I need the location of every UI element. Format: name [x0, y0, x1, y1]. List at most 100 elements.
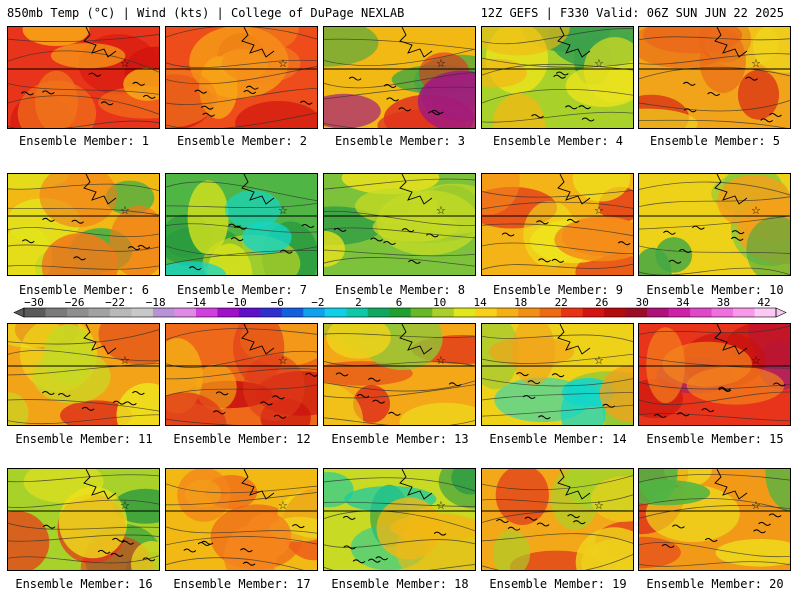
temperature-blob	[35, 70, 78, 128]
wind-barb-icon	[124, 401, 137, 406]
temperature-blob	[494, 377, 591, 423]
wind-barb-icon	[375, 556, 389, 561]
height-contour	[8, 522, 159, 530]
wind-barb-icon	[234, 225, 247, 230]
height-contour	[482, 223, 633, 237]
height-contour	[166, 59, 317, 69]
wind-barb-icon	[305, 372, 317, 377]
height-contour	[324, 210, 475, 226]
height-contour	[639, 215, 790, 230]
temperature-field: ☆	[639, 174, 790, 275]
height-contour	[324, 123, 359, 128]
wind-barb-icon	[367, 377, 381, 382]
wind-barb-icon	[663, 230, 676, 235]
wind-barb-icon	[661, 544, 675, 548]
colorbar-segment	[281, 308, 304, 317]
wind-barb-icon	[200, 540, 214, 545]
height-contour	[324, 501, 475, 507]
wind-barb-icon	[132, 81, 146, 86]
temperature-blob	[639, 108, 698, 128]
height-contour	[639, 542, 790, 558]
temperature-blob	[235, 101, 317, 128]
height-contour	[482, 404, 633, 417]
temperature-blob	[326, 324, 391, 359]
temperature-blob	[39, 174, 118, 228]
wind-barb-icon	[200, 105, 214, 110]
ensemble-member-label: Ensemble Member: 9	[492, 283, 624, 297]
wind-barb-icon	[427, 111, 441, 116]
height-contour	[482, 553, 633, 570]
wind-barb-icon	[653, 414, 667, 418]
station-marker-icon: ☆	[120, 57, 130, 70]
wind-barb-icon	[572, 520, 586, 525]
wind-barb-icon	[682, 81, 696, 86]
colorbar-segment	[496, 308, 519, 317]
temperature-blob	[746, 216, 790, 275]
wind-barb-icon	[676, 412, 690, 417]
wind-barb-icon	[678, 249, 692, 253]
colorbar-segment	[174, 308, 197, 317]
height-contour	[324, 417, 475, 425]
height-contour	[166, 202, 317, 209]
colorbar-segment	[346, 308, 369, 317]
wind-barb-icon	[88, 72, 102, 77]
colorbar-tick-label: −22	[105, 296, 126, 309]
height-contour	[324, 38, 475, 50]
temperature-field: ☆	[482, 174, 633, 275]
temperature-blob	[581, 538, 633, 570]
height-contour	[324, 564, 475, 570]
wind-barb-icon	[769, 113, 782, 117]
height-contour	[639, 66, 790, 80]
wind-barb-icon	[425, 233, 439, 238]
temperature-blob	[565, 65, 633, 107]
ensemble-map-panel: ☆	[7, 173, 160, 276]
height-contour	[8, 207, 159, 216]
coastline	[714, 469, 748, 500]
wind-barb-icon	[398, 107, 412, 112]
wind-barb-icon	[581, 117, 595, 122]
header-left-title: 850mb Temp (°C) | Wind (kts) | College o…	[7, 6, 405, 20]
height-contour	[639, 245, 790, 255]
temperature-blob	[123, 67, 159, 101]
colorbar-segment	[733, 308, 756, 317]
station-marker-icon: ☆	[278, 204, 288, 217]
colorbar-segment	[367, 308, 390, 317]
temperature-blob	[131, 541, 159, 570]
temperature-field: ☆	[324, 174, 475, 275]
height-contour	[8, 265, 159, 270]
temperature-blob	[50, 43, 126, 69]
wind-barb-icon	[538, 258, 551, 263]
height-contour	[639, 498, 790, 512]
temperature-colorbar: −30 −26 −22 −18 −14 −10 −6 −2 2 6 10 14 18 22 26 30 34 38…	[0, 296, 800, 318]
station-marker-icon: ☆	[120, 354, 130, 367]
header-right-title: 12Z GEFS | F330 Valid: 06Z SUN JUN 22 20…	[480, 6, 784, 20]
wind-barb-icon	[273, 414, 287, 419]
temperature-field: ☆	[482, 27, 633, 128]
wind-barb-icon	[388, 411, 401, 416]
wind-barb-icon	[240, 548, 253, 553]
station-marker-icon: ☆	[751, 204, 761, 217]
ensemble-member-label: Ensemble Member: 6	[18, 283, 150, 297]
temperature-blob	[599, 365, 633, 423]
colorbar-segment	[217, 308, 240, 317]
ensemble-map-panel: ☆	[323, 173, 476, 276]
temperature-blob	[8, 392, 29, 425]
colorbar-segment	[303, 308, 326, 317]
height-contour	[639, 119, 788, 128]
colorbar-tick-label: 42	[757, 296, 771, 309]
coastline	[714, 174, 748, 205]
height-contour	[639, 196, 790, 208]
ensemble-map-panel: ☆	[638, 468, 791, 571]
coastline	[714, 27, 748, 58]
ensemble-map-panel: ☆	[638, 323, 791, 426]
temperature-blob	[492, 530, 531, 570]
coastline	[83, 174, 117, 205]
temperature-field: ☆	[324, 27, 475, 128]
wind-barb-icon	[551, 258, 565, 263]
station-marker-icon: ☆	[436, 499, 446, 512]
wind-barb-icon	[100, 101, 114, 106]
temperature-field: ☆	[8, 27, 159, 128]
height-contour	[166, 112, 317, 128]
ensemble-map-panel: ☆	[7, 26, 160, 129]
station-marker-icon: ☆	[436, 57, 446, 70]
